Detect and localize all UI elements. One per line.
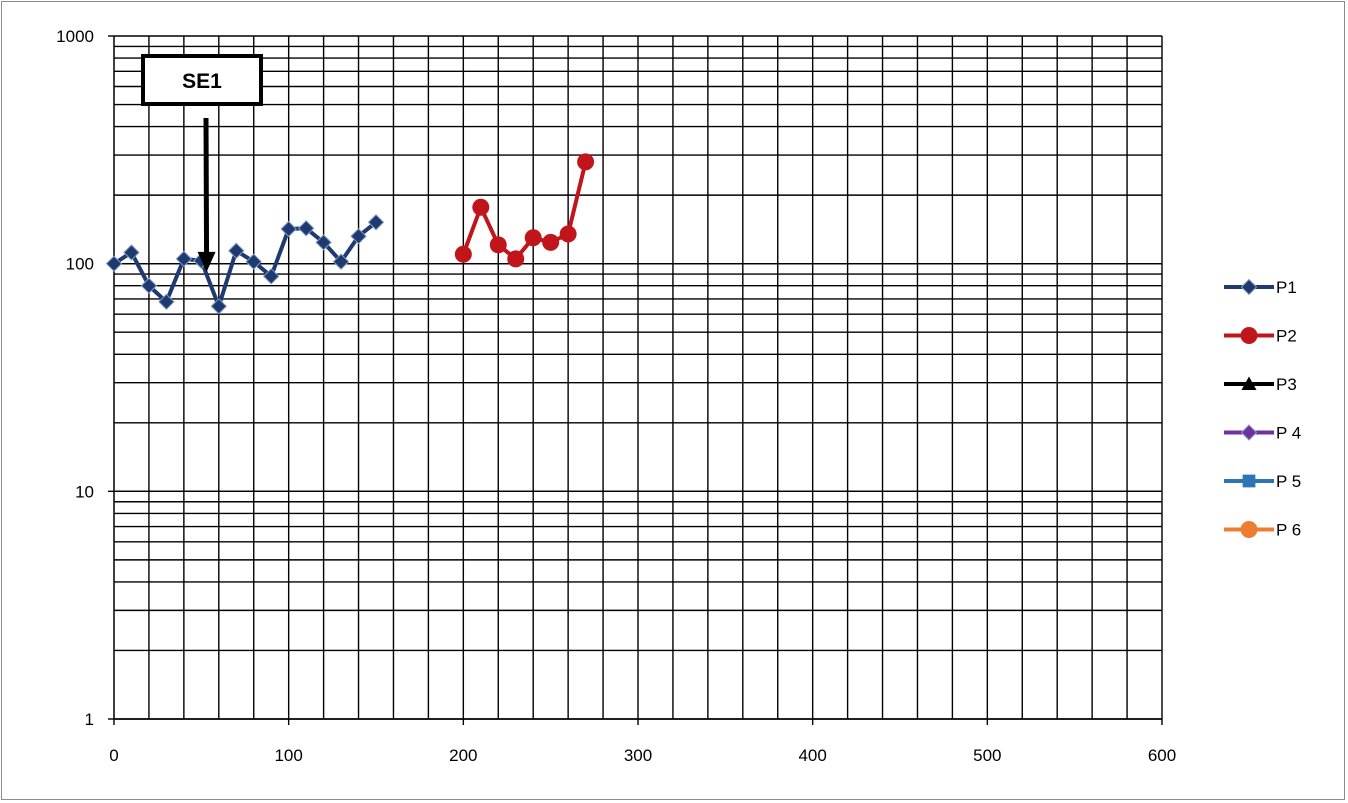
- x-tick-label: 500: [973, 746, 1001, 765]
- x-tick-label: 600: [1148, 746, 1176, 765]
- annotation-box: [141, 54, 263, 106]
- data-point-p1: [175, 250, 193, 268]
- y-tick-label: 10: [75, 482, 94, 501]
- y-tick-label: 1: [85, 710, 94, 729]
- x-tick-label: 300: [624, 746, 652, 765]
- data-point-p2: [524, 229, 542, 247]
- axis-layer: 0 100 200 300 400 500 600 1 10 100 1000: [56, 27, 1176, 765]
- legend-marker-p4: [1240, 424, 1258, 441]
- annotation-arrowhead: [197, 251, 216, 272]
- x-tick-label: 400: [798, 746, 826, 765]
- series-layer: [105, 153, 595, 315]
- annotation-layer: SE1: [141, 54, 263, 272]
- series-line-p1: [112, 220, 378, 309]
- legend-marker-p1: [1240, 278, 1258, 296]
- data-point-p1: [332, 253, 350, 270]
- data-point-p2: [542, 233, 560, 251]
- legend-label-p5: P 5: [1276, 472, 1301, 491]
- data-point-p1: [245, 253, 262, 270]
- x-tick-label: 200: [449, 746, 477, 765]
- legend-marker-p6: [1240, 521, 1258, 538]
- data-point-p2: [454, 245, 472, 263]
- legend-layer: P1 P2 P3 P 4 P 5 P 6: [1224, 278, 1301, 540]
- data-point-p1: [350, 228, 367, 245]
- data-point-p2: [472, 198, 490, 216]
- x-tick-label: 100: [274, 746, 302, 765]
- data-point-p1: [280, 220, 297, 238]
- legend-marker-p5: [1242, 474, 1256, 488]
- data-point-p1: [315, 234, 332, 251]
- data-point-p1: [158, 293, 175, 311]
- x-tick-label: 0: [109, 746, 118, 765]
- data-point-p1: [210, 298, 228, 315]
- data-point-p1: [262, 268, 280, 285]
- legend-label-p4: P 4: [1276, 424, 1301, 443]
- legend-marker-p2: [1240, 327, 1258, 344]
- legend-label-p1: P1: [1276, 278, 1297, 297]
- data-point-p2: [489, 236, 507, 254]
- legend-marker-p3: [1241, 376, 1257, 390]
- legend-label-p2: P2: [1276, 327, 1297, 346]
- y-tick-label: 1000: [56, 27, 94, 46]
- data-point-p1: [140, 277, 158, 294]
- y-tick-label: 100: [66, 255, 94, 274]
- data-point-p2: [507, 250, 525, 268]
- grid-layer: [114, 35, 1163, 720]
- annotation-label: SE1: [182, 70, 222, 93]
- legend-label-p3: P3: [1276, 375, 1297, 394]
- annotation-arrow-shaft: [203, 117, 210, 260]
- data-point-p1: [367, 214, 385, 231]
- data-point-p1: [228, 242, 245, 259]
- data-point-p2: [559, 225, 577, 243]
- data-point-p2: [577, 153, 595, 171]
- legend-label-p6: P 6: [1276, 521, 1301, 540]
- data-point-p1: [105, 255, 123, 272]
- data-point-p1: [297, 220, 315, 237]
- data-point-p1: [123, 244, 140, 261]
